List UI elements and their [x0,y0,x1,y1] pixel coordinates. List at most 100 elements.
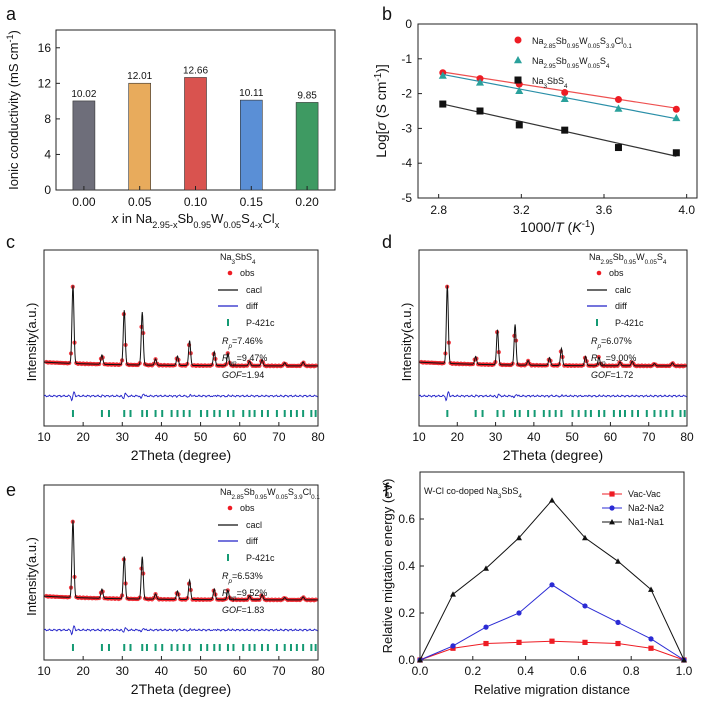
data-point [615,640,621,647]
data-point [483,640,489,647]
x-tick-label: 70 [642,430,656,444]
refinement-stat: GOF=1.83 [222,605,264,615]
bragg-tick [314,410,317,417]
bragg-tick [597,410,600,417]
bragg-tick [154,410,157,417]
x-axis-title: 2Theta (degree) [131,447,231,463]
legend-obs-marker [227,505,233,511]
bragg-tick [295,410,298,417]
data-point [450,591,456,597]
panel-d: d 10 20 30 40 50 60 70 80 Na2.95Sb0.95W0.05S4 obs c… [382,232,694,463]
plot-frame [43,484,319,661]
bragg-tick [107,644,110,651]
bragg-tick [577,410,580,417]
y-tick-label: -4 [401,156,412,170]
bragg-tick [496,410,499,417]
bar [295,102,319,191]
x-tick-label: 30 [116,664,130,678]
bragg-tick [100,644,103,651]
y-tick-label: 0 [405,17,412,31]
panel-letter: d [382,232,392,252]
y-tick-label: 12 [38,76,52,90]
data-point [439,100,447,108]
panel-c: c 10 20 30 40 50 60 70 80 Na3SbS4 obs cacl diff P-421… [6,232,325,463]
plot-frame [417,23,698,199]
bar-value-label: 9.85 [297,90,317,101]
bragg-tick [548,410,551,417]
data-point [615,558,621,564]
legend-label: Na1-Na1 [628,517,664,527]
y-tick-label: -5 [401,191,412,205]
data-point [549,638,555,644]
x-axis-title: x in Na2.95-xSb0.95W0.05S4-xClx [111,211,280,230]
bragg-tick [123,410,126,417]
bragg-tick [218,644,221,651]
legend-diff-label: diff [246,536,258,546]
legend-label: Na2.95Sb0.95W0.05S4 [532,56,610,70]
data-point [561,89,569,97]
x-tick-label: 70 [272,430,286,444]
bragg-tick [554,410,557,417]
panel-letter: c [6,232,15,252]
bragg-tick [266,644,269,651]
x-tick-label: 40 [155,430,169,444]
panel-a: a 0 4 8 12 16 10.02 0.00 12.01 0.05 12.66 0.10 10.11… [5,4,336,230]
bragg-tick [275,644,278,651]
x-axis-title: Relative migration distance [474,682,630,697]
annotation: W-Cl co-doped Na3SbS4 [424,486,522,500]
data-point [417,657,423,663]
data-point [648,645,654,651]
x-tick-label: 0.00 [72,195,96,209]
data-point [648,586,654,592]
bragg-tick [302,644,305,651]
bragg-tick [261,410,264,417]
data-point [483,565,489,571]
legend-obs-label: obs [609,268,624,278]
y-axis-title: Ionic conductivity (mS cm-1) [5,30,21,190]
bragg-tick [176,410,179,417]
panel-letter: e [6,480,16,500]
bragg-tick [310,410,313,417]
bragg-tick [226,410,229,417]
bragg-tick [248,644,251,651]
refinement-stat: Rp=6.07% [591,336,632,350]
y-tick-label: 0.4 [398,559,415,573]
bragg-tick [683,410,686,417]
bragg-tick [542,410,545,417]
bragg-tick [584,410,587,417]
bragg-tick [295,644,298,651]
bragg-tick [242,410,245,417]
x-tick-label: 3.2 [513,203,530,217]
series-line [419,584,685,661]
bragg-tick [232,410,235,417]
bar-value-label: 12.66 [183,65,208,76]
panel-f: f 0.0 0.2 0.4 0.6 0.0 0.2 0.4 0.6 0.8 1.0 Vac-Vac Na… [380,471,693,697]
legend-diff-label: diff [246,301,258,311]
bragg-tick [266,410,269,417]
x-tick-label: 30 [116,430,130,444]
bragg-tick [170,644,173,651]
x-tick-label: 0.10 [184,195,208,209]
x-tick-label: 10 [37,430,51,444]
bragg-tick [636,410,639,417]
bragg-tick [242,644,245,651]
bragg-tick [518,410,521,417]
y-axis-title: Intensity(a.u.) [399,303,414,382]
refinement-stat: Rwp=9.47% [222,353,267,367]
x-tick-label: 0.6 [570,664,587,678]
bragg-tick [206,410,209,417]
bragg-tick [170,410,173,417]
data-point [672,113,681,122]
legend-marker [609,519,615,525]
data-point [614,96,622,104]
x-tick-label: 0.4 [517,664,534,678]
legend-marker [609,491,615,497]
bragg-tick [289,644,292,651]
x-tick-label: 20 [76,430,90,444]
legend-marker [514,36,522,44]
bar-value-label: 12.01 [127,71,152,82]
bragg-tick [603,410,606,417]
bar [72,100,96,191]
bragg-tick [533,410,536,417]
legend-ticks-label: P-421c [246,553,275,563]
